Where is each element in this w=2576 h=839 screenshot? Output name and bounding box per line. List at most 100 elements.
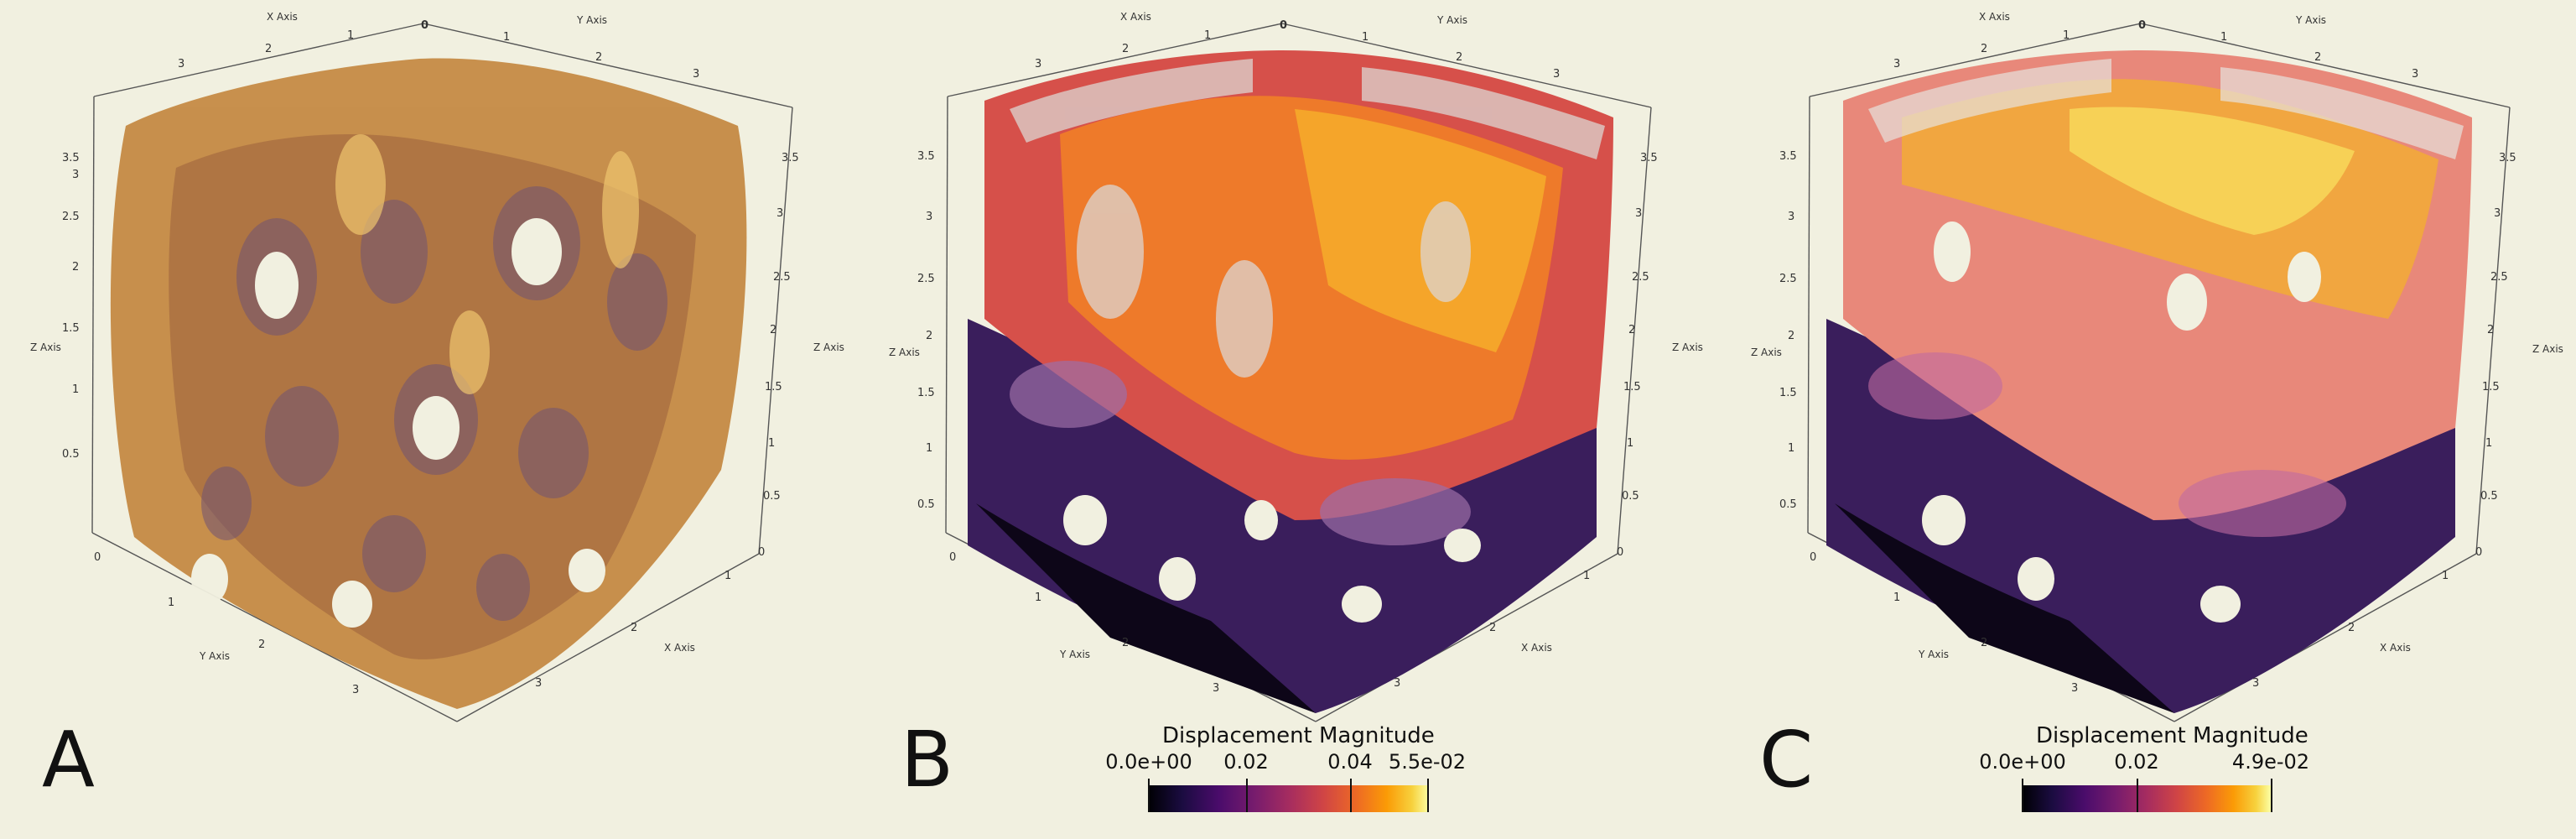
svg-text:3: 3 bbox=[926, 211, 932, 223]
top-x-tick-3-b: 3 bbox=[1035, 58, 1041, 70]
svg-text:2.5: 2.5 bbox=[917, 273, 935, 285]
bottom-x-tick-1-c: 1 bbox=[2442, 570, 2449, 582]
colorbar-title-b: Displacement Magnitude bbox=[1162, 723, 1435, 748]
corner-zero-left-b: 0 bbox=[949, 551, 956, 564]
bottom-x-tick-1-a: 1 bbox=[724, 570, 731, 582]
top-y-tick-3-c: 3 bbox=[2412, 68, 2418, 81]
top-x-tick-3-c: 3 bbox=[1893, 58, 1900, 70]
svg-text:1: 1 bbox=[1788, 442, 1794, 455]
panel-c: X Axis Y Axis 0 1 2 3 1 2 3 Z Axis Z Axi… bbox=[1717, 0, 2576, 839]
svg-text:2: 2 bbox=[926, 330, 932, 342]
y-axis-title-bottom-a: Y Axis bbox=[199, 650, 230, 662]
bottom-x-tick-1-b: 1 bbox=[1583, 570, 1590, 582]
z-axis-title-left-c: Z Axis bbox=[1751, 347, 1782, 358]
svg-text:2: 2 bbox=[1788, 330, 1794, 342]
x-axis-title-bottom-a: X Axis bbox=[664, 642, 695, 654]
bottom-y-tick-3-b: 3 bbox=[1213, 682, 1219, 695]
bottom-x-tick-3-b: 3 bbox=[1394, 677, 1400, 690]
svg-text:1: 1 bbox=[1627, 437, 1633, 450]
svg-text:1: 1 bbox=[768, 437, 775, 450]
bottom-y-tick-2-b: 2 bbox=[1122, 637, 1129, 649]
svg-text:3.5: 3.5 bbox=[2499, 152, 2516, 164]
bottom-y-tick-3-a: 3 bbox=[352, 684, 359, 696]
colorbar-max-label-c: 4.9e-02 bbox=[2231, 750, 2310, 774]
x-axis-title-bottom-c: X Axis bbox=[2380, 642, 2411, 654]
svg-text:1.5: 1.5 bbox=[765, 381, 782, 393]
y-axis-title-top-b: Y Axis bbox=[1436, 14, 1467, 26]
svg-text:1.5: 1.5 bbox=[1779, 387, 1797, 399]
colorbar-gradient-c bbox=[2023, 785, 2271, 812]
mesh-render-b: X Axis Y Axis 0 1 2 3 1 2 3 Z Axis Z Axi… bbox=[889, 11, 1703, 722]
svg-text:3.5: 3.5 bbox=[1640, 152, 1658, 164]
bottom-y-tick-1-b: 1 bbox=[1035, 591, 1041, 604]
svg-text:2: 2 bbox=[72, 261, 79, 274]
z-ticks-left-b: 0.5 1 1.5 2 2.5 3 3.5 bbox=[917, 150, 935, 511]
top-origin-c: 0 bbox=[2138, 19, 2146, 32]
top-y-tick-2-c: 2 bbox=[2314, 51, 2321, 64]
panel-b: X Axis Y Axis 0 1 2 3 1 2 3 Z Axis Z Axi… bbox=[859, 0, 1717, 839]
z-ticks-right-b: 0.5 1 1.5 2 2.5 3 3.5 bbox=[1622, 152, 1658, 503]
x-axis-title-bottom-b: X Axis bbox=[1521, 642, 1552, 654]
bottom-y-tick-1-c: 1 bbox=[1893, 591, 1900, 604]
svg-text:3.5: 3.5 bbox=[782, 152, 799, 164]
svg-text:1: 1 bbox=[926, 442, 932, 455]
colorbar-min-label-c: 0.0e+00 bbox=[1979, 750, 2066, 774]
x-axis-title-top-a: X Axis bbox=[267, 11, 298, 23]
colorbar-title-c: Displacement Magnitude bbox=[2036, 723, 2309, 748]
colorbar-tick-mid2-b bbox=[1350, 779, 1352, 812]
z-axis-title-left-a: Z Axis bbox=[30, 341, 61, 353]
svg-text:3: 3 bbox=[776, 207, 783, 220]
z-ticks-right-a: 0.5 1 1.5 2 2.5 3 3.5 bbox=[763, 152, 799, 503]
top-origin-b: 0 bbox=[1280, 19, 1287, 32]
colorbar-tick-mid1-b bbox=[1246, 779, 1248, 812]
top-y-tick-1-c: 1 bbox=[2220, 31, 2227, 44]
svg-text:2: 2 bbox=[1628, 324, 1635, 336]
svg-text:2.5: 2.5 bbox=[773, 271, 791, 284]
top-x-tick-1-c: 1 bbox=[2063, 29, 2070, 42]
y-axis-title-bottom-c: Y Axis bbox=[1918, 649, 1949, 660]
svg-text:2: 2 bbox=[770, 324, 776, 336]
y-axis-title-top-a: Y Axis bbox=[576, 14, 607, 26]
colorbar-tick-max-c bbox=[2271, 779, 2272, 812]
svg-text:0.5: 0.5 bbox=[1779, 498, 1797, 511]
panel-label-a: A bbox=[42, 715, 95, 805]
svg-text:1.5: 1.5 bbox=[1623, 381, 1641, 393]
svg-text:1.5: 1.5 bbox=[62, 322, 80, 335]
top-x-tick-2-b: 2 bbox=[1122, 43, 1129, 55]
top-x-tick-2-c: 2 bbox=[1981, 43, 1987, 55]
x-axis-title-top-b: X Axis bbox=[1120, 11, 1151, 23]
svg-text:1: 1 bbox=[2485, 437, 2492, 450]
colorbar-mid-label-1-c: 0.02 bbox=[2114, 750, 2159, 774]
top-y-tick-3-b: 3 bbox=[1553, 68, 1560, 81]
top-x-tick-1-b: 1 bbox=[1204, 29, 1211, 42]
x-axis-title-top-c: X Axis bbox=[1979, 11, 2010, 23]
panel-a: X Axis Y Axis 0 1 2 3 1 2 3 Z Axis Z Axi… bbox=[0, 0, 859, 839]
z-ticks-right-c: 0.5 1 1.5 2 2.5 3 3.5 bbox=[2480, 152, 2516, 503]
corner-zero-right-a: 0 bbox=[758, 546, 765, 559]
corner-zero-right-b: 0 bbox=[1617, 546, 1623, 559]
mesh-render-c: X Axis Y Axis 0 1 2 3 1 2 3 Z Axis Z Axi… bbox=[1751, 11, 2563, 722]
svg-text:3: 3 bbox=[1788, 211, 1794, 223]
colorbar-tick-min-c bbox=[2022, 779, 2023, 812]
top-y-tick-1-a: 1 bbox=[503, 31, 510, 44]
colorbar-tick-min-b bbox=[1148, 779, 1150, 812]
svg-text:2.5: 2.5 bbox=[1779, 273, 1797, 285]
svg-text:2: 2 bbox=[2487, 324, 2494, 336]
svg-text:0.5: 0.5 bbox=[1622, 490, 1639, 503]
svg-text:3.5: 3.5 bbox=[917, 150, 935, 163]
svg-text:0.5: 0.5 bbox=[917, 498, 935, 511]
bottom-y-tick-2-c: 2 bbox=[1981, 637, 1987, 649]
svg-text:3: 3 bbox=[72, 169, 79, 181]
z-axis-title-right-c: Z Axis bbox=[2532, 343, 2563, 355]
svg-text:1.5: 1.5 bbox=[917, 387, 935, 399]
svg-text:3.5: 3.5 bbox=[1779, 150, 1797, 163]
panel-label-c: C bbox=[1759, 715, 1814, 805]
colorbar-max-label-b: 5.5e-02 bbox=[1388, 750, 1467, 774]
svg-text:0.5: 0.5 bbox=[2480, 490, 2498, 503]
corner-zero-left-c: 0 bbox=[1810, 551, 1816, 564]
top-x-tick-1-a: 1 bbox=[347, 29, 354, 42]
y-axis-title-bottom-b: Y Axis bbox=[1059, 649, 1090, 660]
colorbar-mid-label-1-b: 0.02 bbox=[1223, 750, 1269, 774]
corner-zero-right-c: 0 bbox=[2475, 546, 2482, 559]
svg-text:0.5: 0.5 bbox=[62, 448, 80, 461]
